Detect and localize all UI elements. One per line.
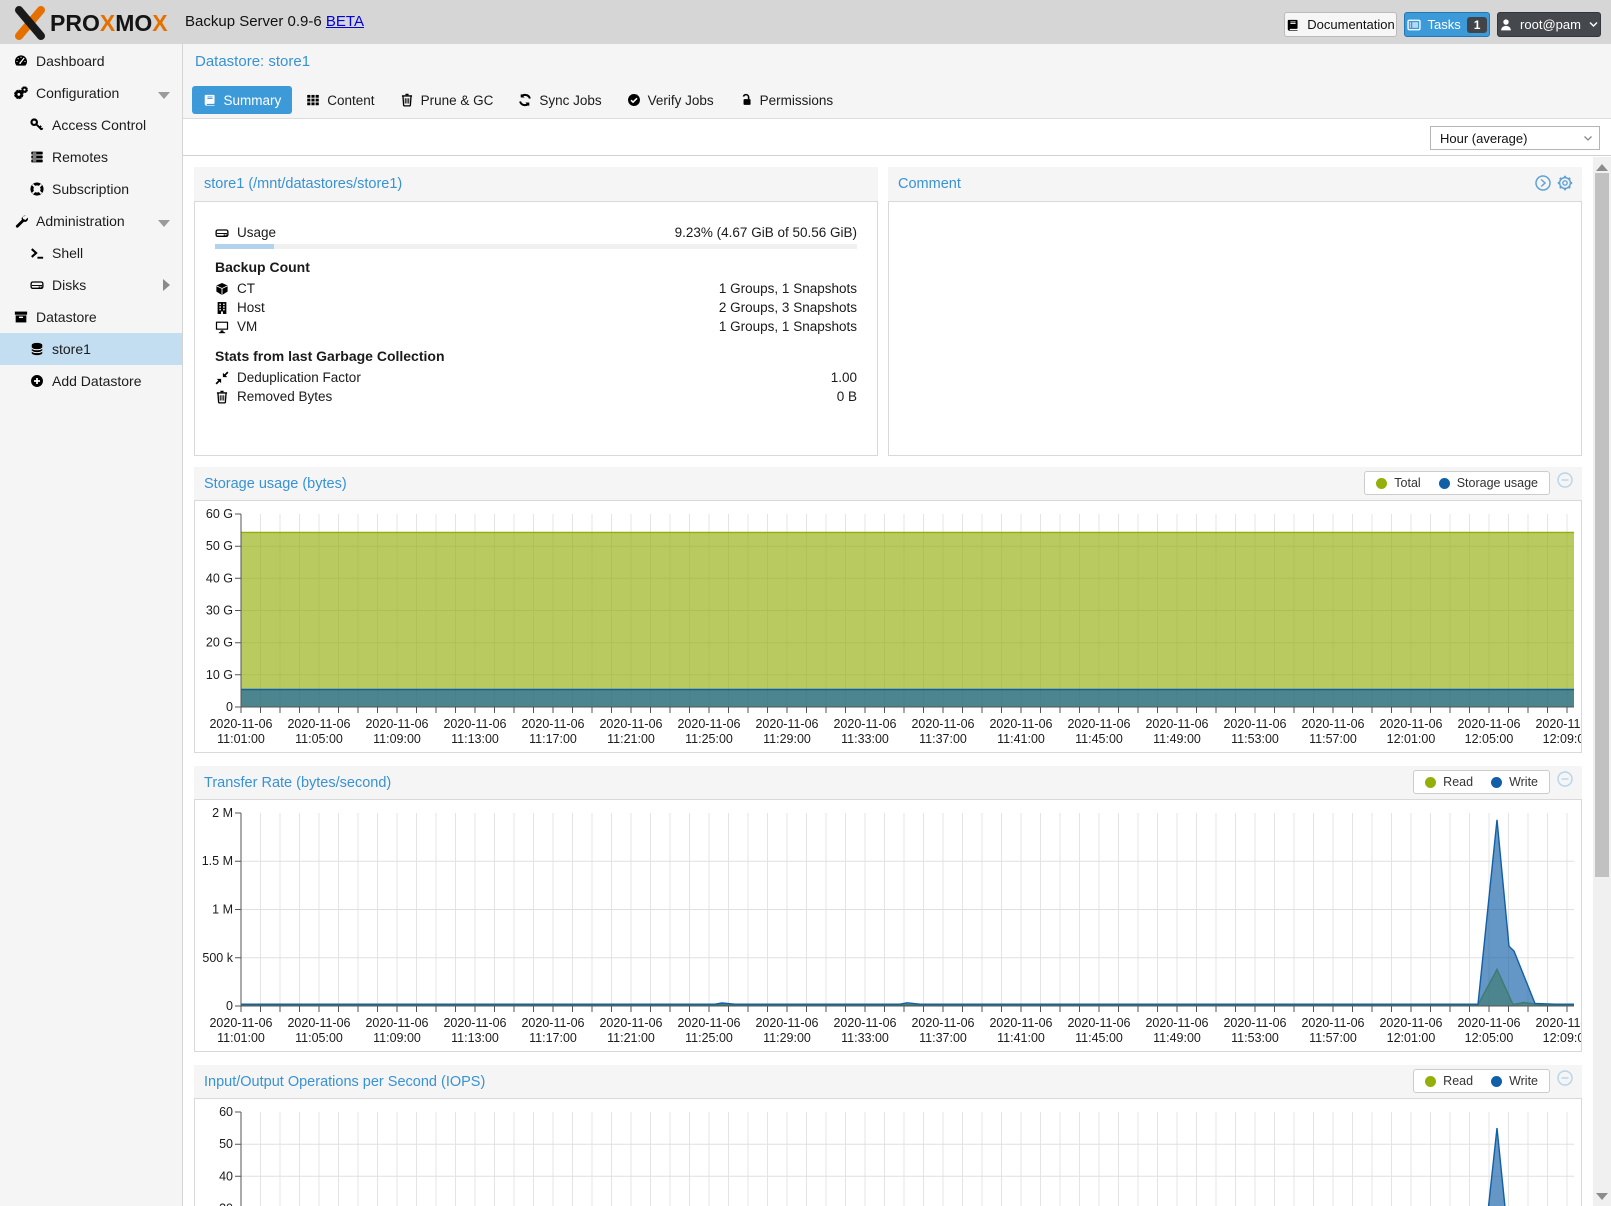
- svg-text:2020-11-06: 2020-11-06: [209, 717, 272, 731]
- svg-text:0: 0: [226, 700, 233, 714]
- svg-text:11:45:00: 11:45:00: [1075, 1031, 1123, 1045]
- svg-text:2020-11-06: 2020-11-06: [365, 1016, 428, 1030]
- svg-text:11:57:00: 11:57:00: [1309, 1031, 1357, 1045]
- svg-text:2020-11-06: 2020-11-06: [365, 717, 428, 731]
- svg-text:2020-11-06: 2020-11-06: [1301, 717, 1364, 731]
- svg-text:2020-11-06: 2020-11-06: [599, 717, 662, 731]
- svg-text:2020-11-06: 2020-11-06: [521, 717, 584, 731]
- svg-text:40 G: 40 G: [206, 571, 233, 585]
- svg-text:50: 50: [219, 1137, 233, 1151]
- svg-text:2020-11-06: 2020-11-06: [911, 717, 974, 731]
- svg-text:11:13:00: 11:13:00: [451, 732, 499, 746]
- svg-text:2020-11-06: 2020-11-06: [989, 717, 1052, 731]
- svg-text:1 M: 1 M: [212, 903, 233, 917]
- svg-text:11:33:00: 11:33:00: [841, 1031, 889, 1045]
- svg-text:12:01:00: 12:01:00: [1387, 732, 1436, 746]
- svg-text:60: 60: [219, 1105, 233, 1119]
- svg-text:2020-11-06: 2020-11-06: [209, 1016, 272, 1030]
- svg-text:11:37:00: 11:37:00: [919, 732, 967, 746]
- svg-text:2020-11-06: 2020-11-06: [1145, 1016, 1208, 1030]
- svg-text:30: 30: [219, 1202, 233, 1206]
- svg-text:2020-11-06: 2020-11-06: [677, 717, 740, 731]
- svg-text:2020-11-06: 2020-11-06: [911, 1016, 974, 1030]
- svg-text:11:21:00: 11:21:00: [607, 732, 655, 746]
- svg-text:2020-11-06: 2020-11-06: [1223, 717, 1286, 731]
- svg-text:2020-11-06: 2020-11-06: [443, 717, 506, 731]
- svg-text:2020-11-06: 2020-11-06: [1067, 717, 1130, 731]
- svg-text:2020-11-06: 2020-11-06: [287, 1016, 350, 1030]
- svg-text:12:05:00: 12:05:00: [1465, 732, 1514, 746]
- svg-text:2020-11-06: 2020-11-06: [755, 717, 818, 731]
- svg-text:11:13:00: 11:13:00: [451, 1031, 499, 1045]
- svg-text:2020-11-06: 2020-11-06: [287, 717, 350, 731]
- svg-text:11:29:00: 11:29:00: [763, 732, 811, 746]
- svg-text:2020-11-06: 2020-11-06: [1145, 717, 1208, 731]
- svg-text:2020-11-06: 2020-11-06: [833, 717, 896, 731]
- svg-text:11:01:00: 11:01:00: [217, 732, 265, 746]
- svg-text:11:25:00: 11:25:00: [685, 732, 733, 746]
- svg-text:11:41:00: 11:41:00: [997, 1031, 1045, 1045]
- svg-text:30 G: 30 G: [206, 604, 233, 618]
- svg-text:12:09:00: 12:09:00: [1543, 1031, 1581, 1045]
- svg-text:2020-11-06: 2020-11-06: [755, 1016, 818, 1030]
- svg-text:11:01:00: 11:01:00: [217, 1031, 265, 1045]
- svg-text:11:57:00: 11:57:00: [1309, 732, 1357, 746]
- svg-text:2020-11-06: 2020-11-06: [1067, 1016, 1130, 1030]
- svg-text:11:53:00: 11:53:00: [1231, 732, 1279, 746]
- svg-text:20 G: 20 G: [206, 636, 233, 650]
- svg-text:11:05:00: 11:05:00: [295, 732, 343, 746]
- svg-text:11:41:00: 11:41:00: [997, 732, 1045, 746]
- svg-text:60 G: 60 G: [206, 507, 233, 521]
- svg-text:2020-11-06: 2020-11-06: [1379, 1016, 1442, 1030]
- svg-text:10 G: 10 G: [206, 668, 233, 682]
- svg-text:11:05:00: 11:05:00: [295, 1031, 343, 1045]
- svg-text:11:49:00: 11:49:00: [1153, 1031, 1201, 1045]
- svg-text:11:17:00: 11:17:00: [529, 1031, 577, 1045]
- svg-text:11:29:00: 11:29:00: [763, 1031, 811, 1045]
- svg-text:2020-11-06: 2020-11-06: [443, 1016, 506, 1030]
- svg-text:11:45:00: 11:45:00: [1075, 732, 1123, 746]
- svg-text:11:21:00: 11:21:00: [607, 1031, 655, 1045]
- svg-text:11:17:00: 11:17:00: [529, 732, 577, 746]
- svg-text:2020-11-06: 2020-11-06: [1457, 1016, 1520, 1030]
- svg-text:40: 40: [219, 1169, 233, 1183]
- svg-text:0: 0: [226, 999, 233, 1013]
- svg-text:2 M: 2 M: [212, 806, 233, 820]
- svg-text:11:49:00: 11:49:00: [1153, 732, 1201, 746]
- svg-text:11:25:00: 11:25:00: [685, 1031, 733, 1045]
- svg-text:12:05:00: 12:05:00: [1465, 1031, 1514, 1045]
- svg-text:12:01:00: 12:01:00: [1387, 1031, 1436, 1045]
- svg-text:2020-11-06: 2020-11-06: [1535, 717, 1581, 731]
- svg-text:50 G: 50 G: [206, 539, 233, 553]
- svg-text:2020-11-06: 2020-11-06: [1535, 1016, 1581, 1030]
- svg-text:2020-11-06: 2020-11-06: [989, 1016, 1052, 1030]
- svg-text:11:09:00: 11:09:00: [373, 1031, 421, 1045]
- svg-text:11:37:00: 11:37:00: [919, 1031, 967, 1045]
- svg-text:11:53:00: 11:53:00: [1231, 1031, 1279, 1045]
- svg-text:2020-11-06: 2020-11-06: [833, 1016, 896, 1030]
- svg-text:2020-11-06: 2020-11-06: [1301, 1016, 1364, 1030]
- svg-text:500 k: 500 k: [202, 951, 233, 965]
- svg-text:2020-11-06: 2020-11-06: [1457, 717, 1520, 731]
- svg-text:11:33:00: 11:33:00: [841, 732, 889, 746]
- svg-text:11:09:00: 11:09:00: [373, 732, 421, 746]
- svg-text:2020-11-06: 2020-11-06: [599, 1016, 662, 1030]
- svg-text:2020-11-06: 2020-11-06: [677, 1016, 740, 1030]
- svg-text:2020-11-06: 2020-11-06: [1223, 1016, 1286, 1030]
- svg-text:2020-11-06: 2020-11-06: [1379, 717, 1442, 731]
- svg-text:12:09:00: 12:09:00: [1543, 732, 1581, 746]
- svg-text:2020-11-06: 2020-11-06: [521, 1016, 584, 1030]
- svg-text:1.5 M: 1.5 M: [202, 854, 233, 868]
